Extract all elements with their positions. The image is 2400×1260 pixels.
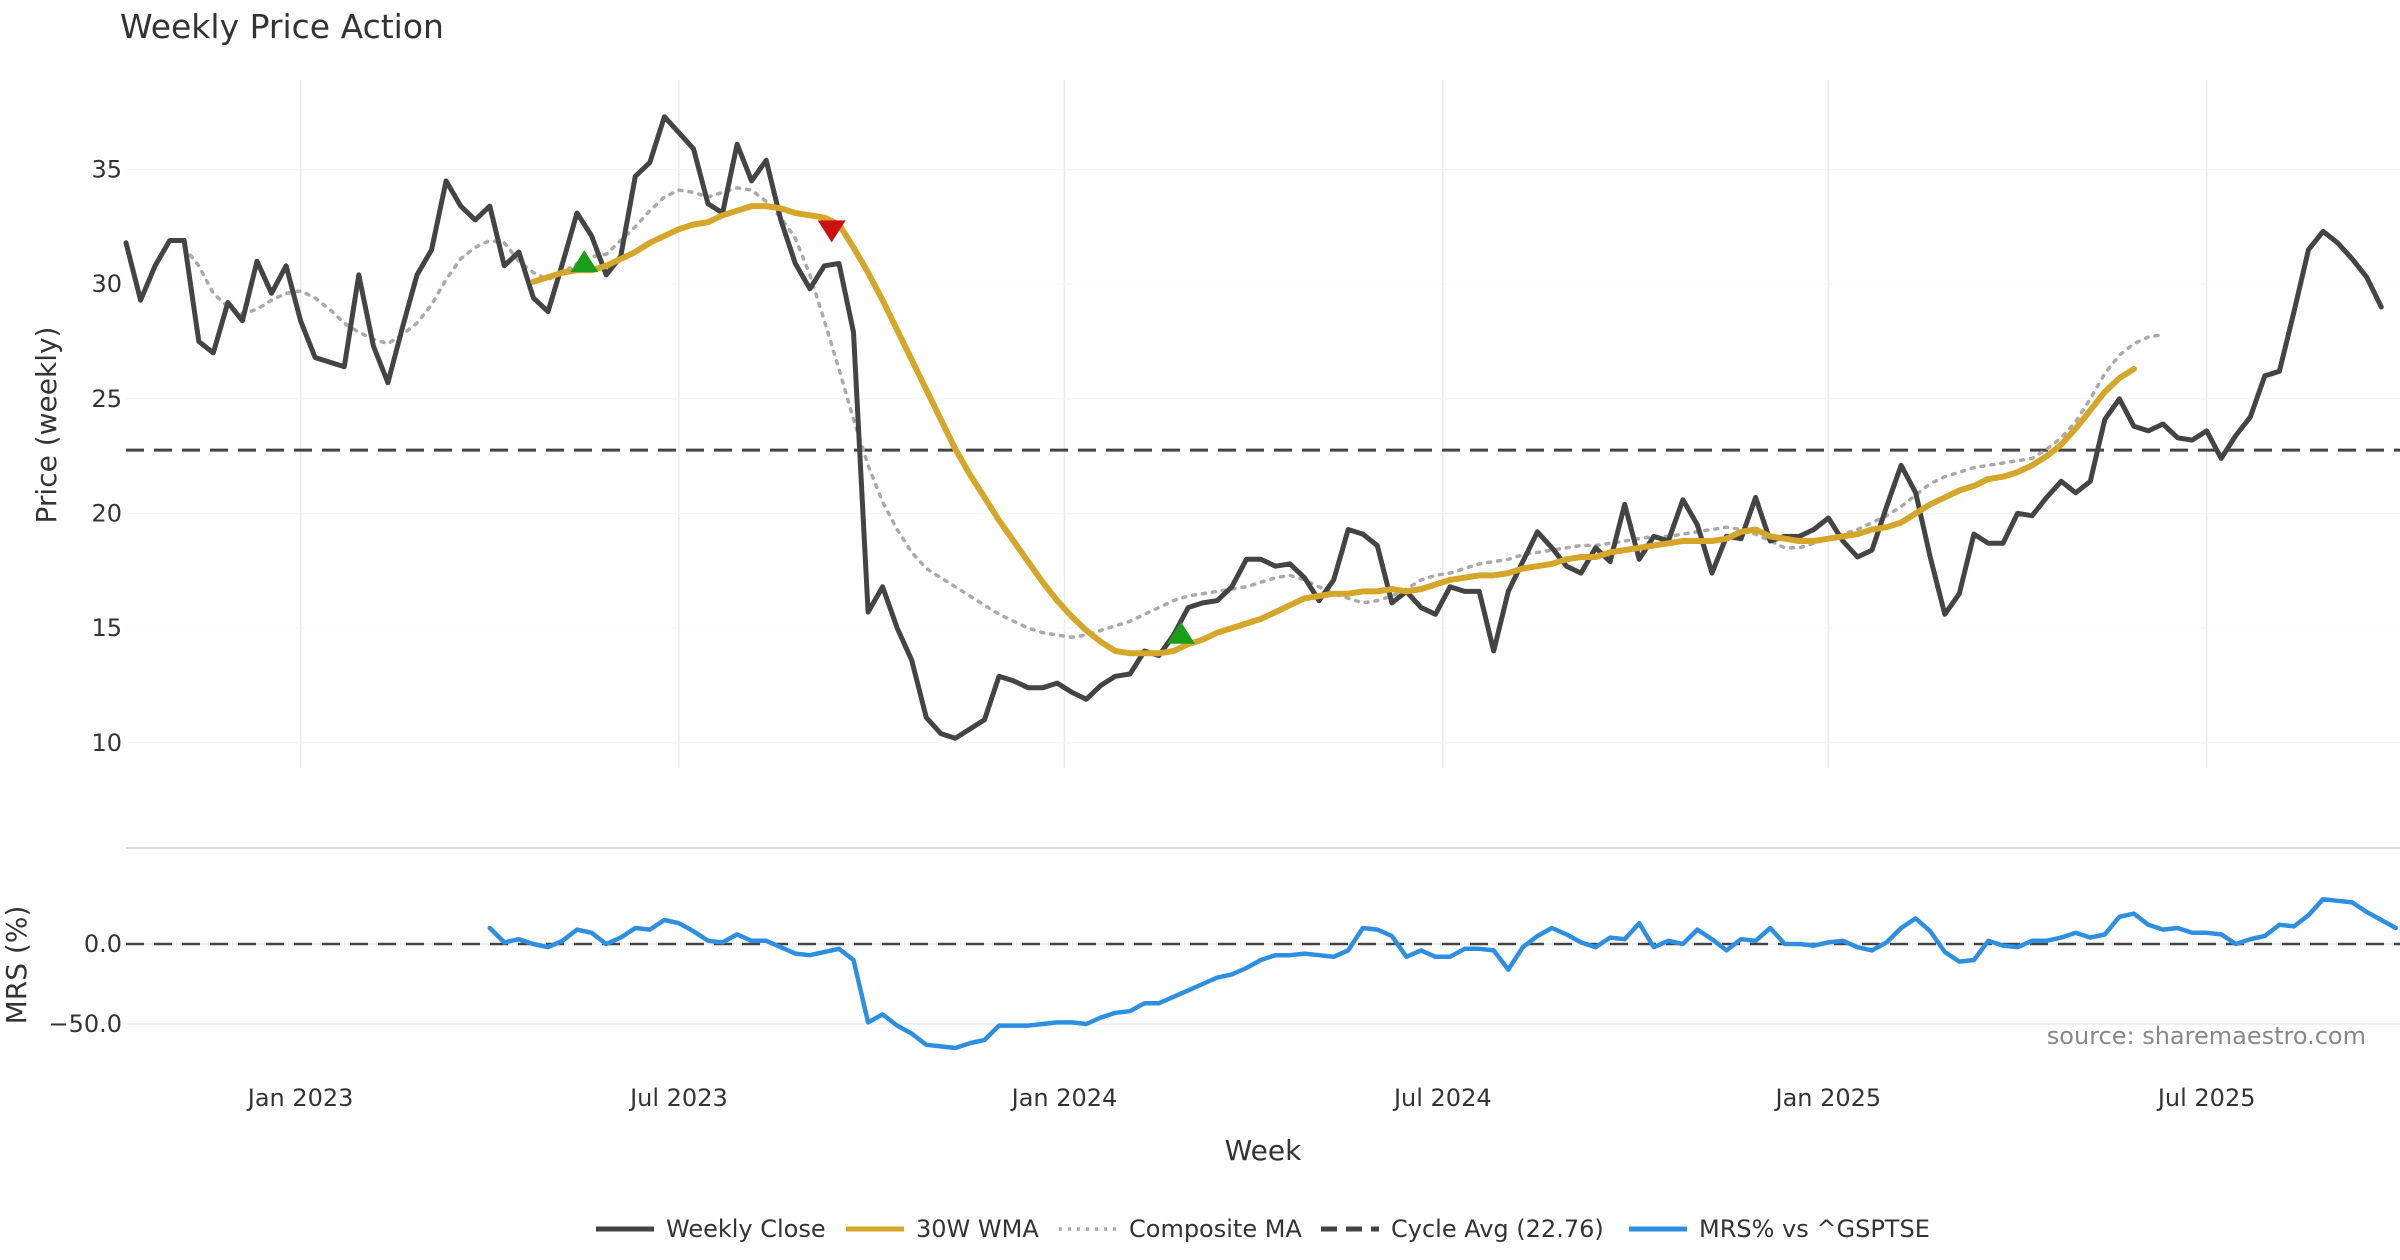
legend-item: 30W WMA	[846, 1215, 1039, 1243]
series-layer	[123, 114, 2400, 1051]
legend-label: Cycle Avg (22.76)	[1391, 1215, 1604, 1243]
price-panel-grid	[126, 80, 2400, 768]
signal-markers	[570, 220, 1195, 644]
legend-label: Weekly Close	[666, 1215, 826, 1243]
legend-label: Composite MA	[1129, 1215, 1302, 1243]
legend-item: Composite MA	[1059, 1215, 1302, 1243]
mrs-y-tick-label: −50.0	[48, 1010, 122, 1038]
chart-title: Weekly Price Action	[120, 7, 444, 46]
price-y-tick-label: 10	[91, 729, 122, 757]
price-y-axis-label: Price (weekly)	[30, 327, 63, 524]
buy-signal-marker	[1166, 621, 1195, 644]
buy-signal-marker	[570, 250, 599, 273]
sell-signal-marker	[817, 220, 846, 243]
price-y-tick-label: 25	[91, 385, 122, 413]
price-y-tick-label: 30	[91, 270, 122, 298]
x-axis-label: Week	[1225, 1134, 1302, 1167]
x-tick-label: Jul 2023	[628, 1084, 728, 1112]
x-tick-label: Jul 2024	[1392, 1084, 1492, 1112]
x-tick-label: Jan 2023	[246, 1084, 354, 1112]
price-y-tick-labels: 10 15 20 25 30 35	[91, 155, 122, 756]
x-tick-labels: Jan 2023 Jul 2023 Jan 2024 Jul 2024 Jan 2025…	[246, 1084, 2256, 1112]
legend-label: 30W WMA	[916, 1215, 1039, 1243]
mrs-y-tick-labels: 0.0 −50.0	[48, 930, 122, 1038]
weekly-close-line	[123, 114, 2384, 741]
composite-ma-line	[182, 186, 2165, 640]
x-tick-label: Jan 2024	[1010, 1084, 1118, 1112]
price-y-tick-label: 15	[91, 614, 122, 642]
mrs-line	[487, 896, 2399, 1051]
legend-item: MRS% vs ^GSPTSE	[1629, 1215, 1930, 1243]
legend: Weekly Close 30W WMA Composite MA Cycle Avg…	[596, 1215, 1930, 1243]
legend-item: Weekly Close	[596, 1215, 826, 1243]
price-y-tick-label: 20	[91, 499, 122, 527]
mrs-y-tick-label: 0.0	[84, 930, 122, 958]
x-tick-label: Jan 2025	[1773, 1084, 1881, 1112]
source-credit: source: sharemaestro.com	[2047, 1022, 2366, 1050]
price-y-tick-label: 35	[91, 155, 122, 183]
wma-30w-line	[530, 203, 2137, 657]
legend-label: MRS% vs ^GSPTSE	[1699, 1215, 1930, 1243]
mrs-y-axis-label: MRS (%)	[0, 906, 33, 1025]
legend-item: Cycle Avg (22.76)	[1321, 1215, 1604, 1243]
x-tick-label: Jul 2025	[2156, 1084, 2256, 1112]
